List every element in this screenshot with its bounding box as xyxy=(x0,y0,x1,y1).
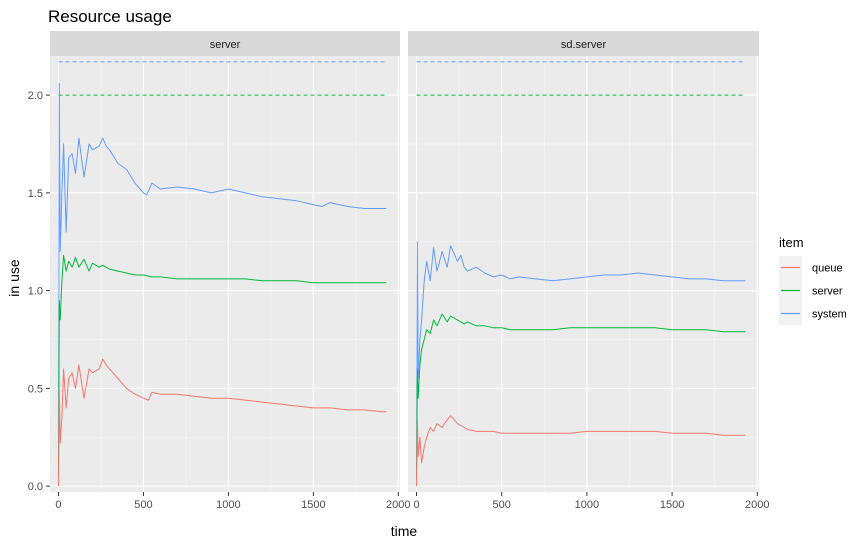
x-tick-label: 1000 xyxy=(575,499,599,511)
y-tick-label: 0.0 xyxy=(28,481,43,493)
x-axis-title: time xyxy=(391,523,418,539)
series-line-system xyxy=(58,82,387,477)
x-tick-label: 500 xyxy=(134,499,152,511)
series-line-system xyxy=(416,241,746,481)
facet-strip xyxy=(50,31,400,56)
chart-title: Resource usage xyxy=(48,7,172,26)
series-line-server xyxy=(58,254,387,477)
facet-panel-sd-server: sd.server 0 500 1000 1500 2000 xyxy=(408,31,770,511)
y-tick-label: 2.0 xyxy=(28,90,43,102)
facet-strip xyxy=(408,31,759,56)
series-line-queue xyxy=(416,415,746,487)
y-tick-label: 0.5 xyxy=(28,383,43,395)
y-tick-label: 1.0 xyxy=(28,286,43,298)
x-tick-label: 1500 xyxy=(301,499,325,511)
x-tick-label: 2000 xyxy=(745,499,769,511)
series-line-server xyxy=(416,313,746,481)
y-tick-label: 1.5 xyxy=(28,188,43,200)
legend: item queue server system xyxy=(779,235,847,325)
y-axis-title: in use xyxy=(6,259,22,297)
facet-panel-server: server 0 500 1000 1500 2000 0.0 0.5 1.0 1.5 2.0 xyxy=(28,31,411,511)
legend-title: item xyxy=(779,235,804,250)
legend-label-server: server xyxy=(812,286,843,298)
x-tick-label: 0 xyxy=(413,499,419,511)
facet-strip-label: sd.server xyxy=(561,39,607,51)
x-tick-label: 1500 xyxy=(660,499,684,511)
x-tick-label: 500 xyxy=(493,499,511,511)
panel-background xyxy=(408,56,759,492)
x-tick-label: 0 xyxy=(55,499,61,511)
x-tick-label: 1000 xyxy=(216,499,240,511)
legend-label-system: system xyxy=(812,309,847,321)
series-line-queue xyxy=(58,358,387,487)
facet-strip-label: server xyxy=(210,39,241,51)
legend-label-queue: queue xyxy=(812,263,843,275)
x-tick-label: 2000 xyxy=(386,499,410,511)
panel-background xyxy=(50,56,400,492)
